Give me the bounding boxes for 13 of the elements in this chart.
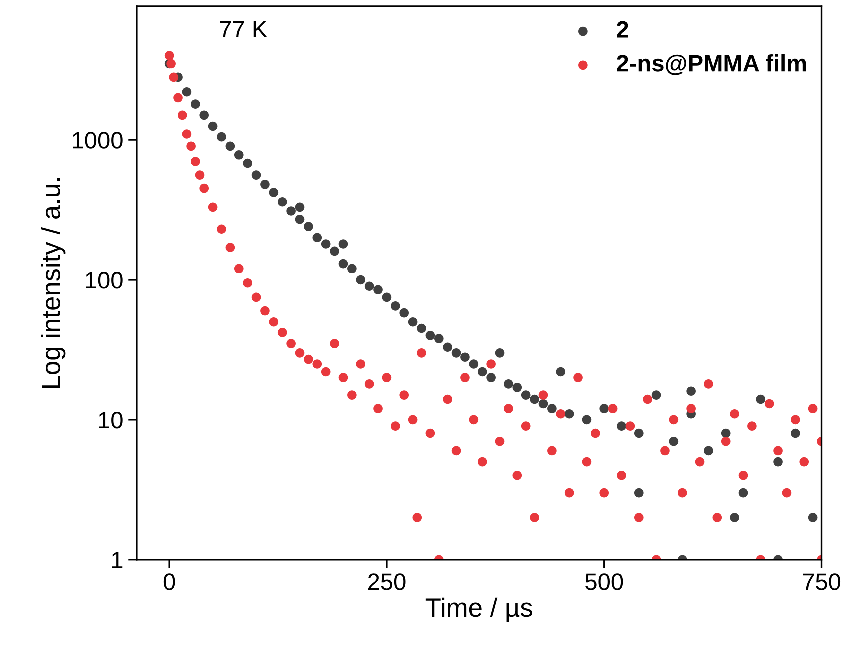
x-tick-label: 0 [164,574,176,590]
y-tick-label: 10 [99,412,123,429]
y-tick-label: 100 [86,272,123,289]
annotation: 77 K [220,21,268,38]
x-axis-title: Time / µs [426,598,532,622]
legend-label: 2 [617,21,628,38]
y-tick-label: 1 [112,552,123,568]
x-tick-label: 750 [803,574,841,590]
x-tick-label: 250 [368,574,406,590]
x-tick-label: 500 [586,574,624,590]
legend-label: 2-ns@PMMA film [617,54,806,76]
y-axis-title: Log intensity / a.u. [41,178,66,388]
y-tick-label: 1000 [73,132,123,149]
